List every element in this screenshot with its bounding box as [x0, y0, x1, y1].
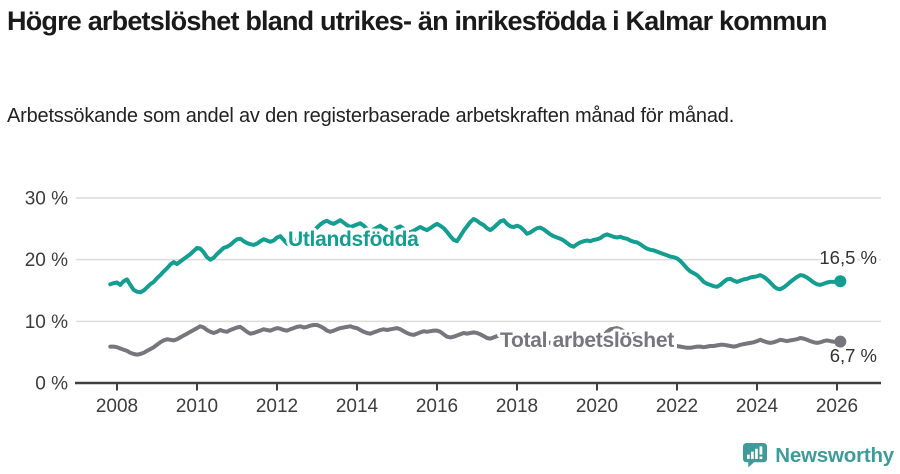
x-axis: [75, 381, 881, 391]
chart-title: Högre arbetslöshet bland utrikes- än inr…: [7, 6, 828, 36]
end-value-label-utlandsfodda: 16,5 %: [819, 247, 877, 268]
x-axis-label: 2014: [336, 396, 379, 417]
end-value-label-total-arbetsloshet: 6,7 %: [830, 345, 877, 366]
brand-name: Newsworthy: [775, 444, 894, 467]
unemployment-line-chart: 30 % 20 % 10 % 0 % 2008 2010 2012 2014 2016 2018 2…: [25, 188, 881, 417]
series-line-utlandsfodda: [108, 217, 843, 295]
newsworthy-logo: Newsworthy: [742, 442, 894, 470]
x-axis-label: 2026: [816, 396, 858, 417]
x-axis-label: 2012: [256, 396, 298, 417]
x-axis-label: 2016: [416, 396, 458, 417]
x-axis-label: 2008: [96, 396, 138, 417]
gridlines: [76, 197, 881, 323]
y-axis-label: 20 %: [25, 250, 68, 271]
y-axis-label: 30 %: [25, 188, 68, 209]
series-end-dot-total-arbetsloshet: [834, 335, 847, 348]
x-axis-label: 2010: [176, 396, 218, 417]
x-axis-label: 2022: [656, 396, 698, 417]
chart-labels: 30 % 20 % 10 % 0 % 2008 2010 2012 2014 2016 2018 2…: [25, 188, 880, 417]
series-label-total-arbetsloshet: Total arbetslöshet: [500, 329, 674, 352]
y-axis-label: 0 %: [35, 374, 68, 395]
x-axis-label: 2018: [496, 396, 538, 417]
series-line-total-arbetsloshet: [108, 323, 843, 357]
y-axis-label: 10 %: [25, 312, 68, 333]
x-axis-label: 2020: [576, 396, 618, 417]
series-end-dot-utlandsfodda: [834, 275, 847, 288]
series-label-utlandsfodda: Utlandsfödda: [288, 228, 419, 251]
newsworthy-bubble-chart-icon: [743, 443, 768, 468]
x-axis-label: 2024: [736, 396, 779, 417]
chart-subtitle: Arbetssökande som andel av den registerb…: [7, 105, 735, 127]
data-series: [108, 217, 847, 357]
